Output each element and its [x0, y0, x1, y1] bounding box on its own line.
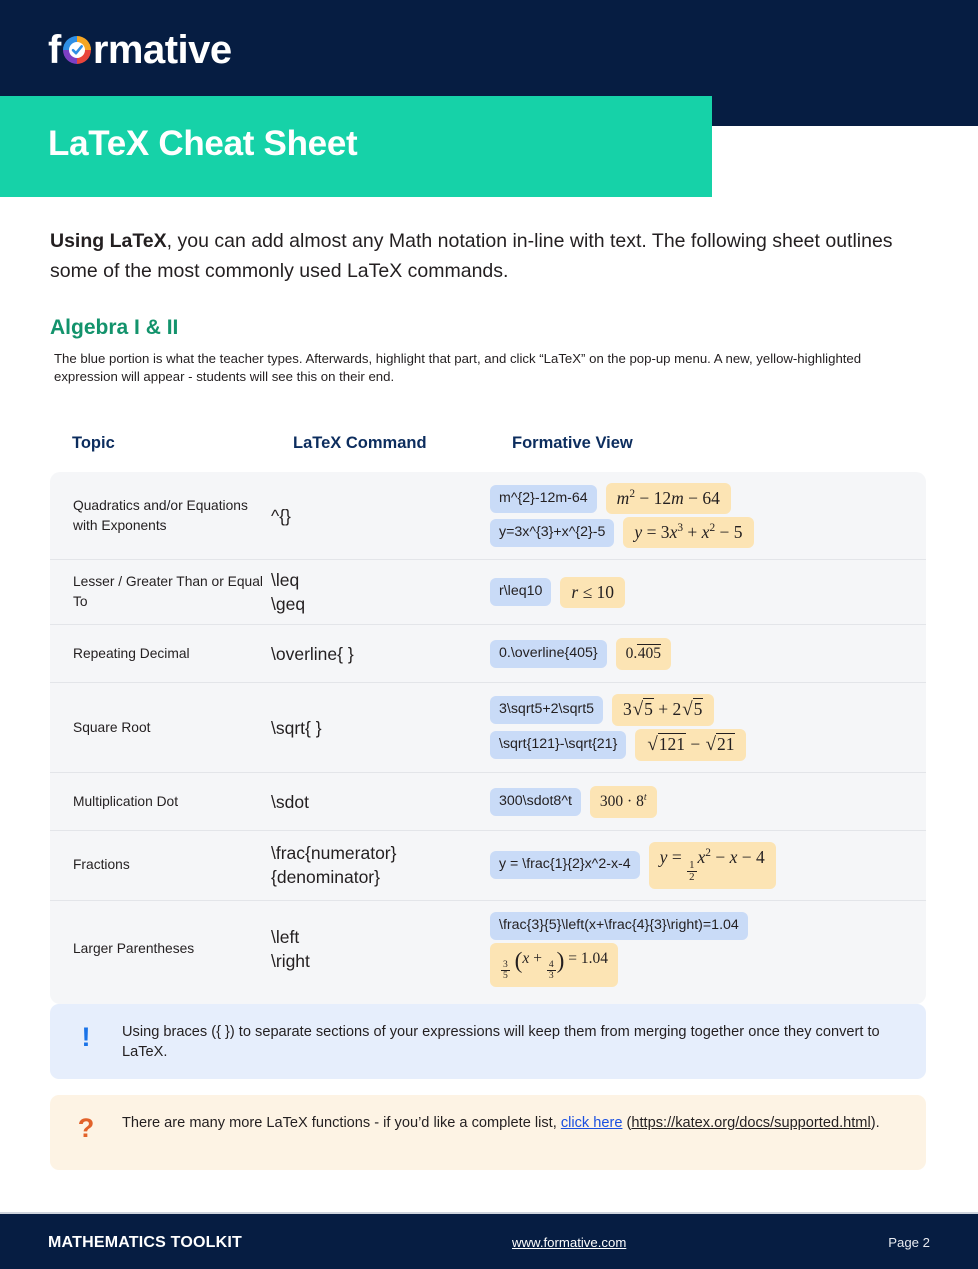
- row-topic: Square Root: [73, 719, 151, 735]
- row-topic: Lesser / Greater Than or Equal To: [73, 574, 263, 609]
- row-topic: Multiplication Dot: [73, 793, 179, 809]
- column-header-topic: Topic: [72, 434, 115, 452]
- output-chip: 300 · 8t: [589, 785, 657, 818]
- source-chip: \frac{3}{5}\left(x+\frac{4}{3}\right)=1.…: [490, 911, 748, 940]
- title-green-band: LaTeX Cheat Sheet: [0, 96, 712, 197]
- click-here-link[interactable]: click here: [560, 1115, 623, 1131]
- info-callout-text: There are many more LaTeX functions - if…: [122, 1095, 906, 1133]
- row-formative-view: y = \frac{1}{2}x^2-x-4 y = 1 2 x2 − x − 4: [490, 839, 926, 892]
- table-row: Multiplication Dot \sdot 300\sdot8^t 300…: [50, 772, 926, 830]
- row-command: \overline{ }: [271, 643, 354, 664]
- column-header-formative-view: Formative View: [512, 434, 633, 452]
- output-chip: 0.405: [615, 637, 672, 670]
- intro-rest: , you can add almost any Math notation i…: [50, 230, 893, 282]
- source-chip: m^{2}-12m-64: [490, 484, 597, 513]
- output-chip: y = 1 2 x2 − x − 4: [648, 842, 776, 889]
- row-formative-view: r\leq10 r ≤ 10: [490, 574, 926, 611]
- row-command: \sdot: [271, 791, 309, 812]
- row-formative-view: \frac{3}{5}\left(x+\frac{4}{3}\right)=1.…: [490, 909, 926, 990]
- tip-callout: ! Using braces ({ }) to separate section…: [50, 1004, 926, 1079]
- source-chip: 300\sdot8^t: [490, 787, 581, 816]
- row-command: \leq \geq: [271, 570, 306, 614]
- info-text-paren-close: ).: [870, 1115, 880, 1131]
- row-command: \left \right: [271, 927, 310, 972]
- table-row: Square Root \sqrt{ } 3\sqrt5+2\sqrt5 3√5…: [50, 682, 926, 772]
- table-row: Lesser / Greater Than or Equal To \leq \…: [50, 559, 926, 624]
- source-chip: y=3x^{3}+x^{2}-5: [490, 518, 615, 547]
- info-text-paren-open: (: [622, 1115, 632, 1131]
- table-header: Topic LaTeX Command Formative View: [72, 434, 928, 460]
- table-row: Repeating Decimal \overline{ } 0.\overli…: [50, 624, 926, 682]
- info-text-before: There are many more LaTeX functions - if…: [122, 1115, 561, 1131]
- row-topic: Larger Parentheses: [73, 941, 195, 957]
- output-chip: 3√5 + 2√5: [612, 694, 715, 726]
- source-chip: \sqrt{121}-\sqrt{21}: [490, 731, 627, 759]
- output-chip: y = 3x3 + x2 − 5: [623, 517, 754, 548]
- footer-page-number: Page 2: [888, 1235, 930, 1250]
- logo-text-pre: f: [48, 28, 61, 72]
- row-topic: Quadratics and/or Equations with Exponen…: [73, 497, 248, 533]
- logo-text-post: rmative: [92, 28, 232, 72]
- question-icon: ?: [77, 1113, 95, 1143]
- output-chip: m2 − 12m − 64: [605, 483, 731, 514]
- row-formative-view: 300\sdot8^t 300 · 8t: [490, 783, 926, 821]
- page-footer: MATHEMATICS TOOLKIT www.formative.com Pa…: [0, 1214, 978, 1269]
- katex-docs-url[interactable]: https://katex.org/docs/supported.html: [631, 1115, 871, 1131]
- row-formative-view: m^{2}-12m-64 m2 − 12m − 64 y=3x^{3}+x^{2…: [490, 480, 926, 551]
- table-row: Fractions \frac{numerator} {denominator}…: [50, 830, 926, 900]
- footer-toolkit-label: MATHEMATICS TOOLKIT: [48, 1234, 243, 1251]
- page-title: LaTeX Cheat Sheet: [48, 124, 358, 163]
- row-topic: Fractions: [73, 857, 130, 873]
- intro-paragraph: Using LaTeX, you can add almost any Math…: [50, 226, 912, 286]
- row-command: \frac{numerator} {denominator}: [271, 843, 397, 888]
- footer-website-link[interactable]: www.formative.com: [512, 1235, 627, 1250]
- source-chip: y = \frac{1}{2}x^2-x-4: [490, 851, 640, 880]
- footer-divider: [0, 1212, 978, 1214]
- row-formative-view: 0.\overline{405} 0.405: [490, 635, 926, 673]
- row-formative-view: 3\sqrt5+2\sqrt5 3√5 + 2√5 \sqrt{121}-\sq…: [490, 691, 926, 764]
- column-header-latex-command: LaTeX Command: [293, 434, 427, 452]
- formative-o-check-icon: [62, 35, 92, 65]
- section-heading: Algebra I & II: [50, 316, 179, 339]
- section-note: The blue portion is what the teacher typ…: [54, 351, 862, 384]
- row-command: \sqrt{ }: [271, 717, 322, 738]
- source-chip: r\leq10: [490, 578, 552, 606]
- table-row: Quadratics and/or Equations with Exponen…: [50, 472, 926, 559]
- info-callout: ? There are many more LaTeX functions - …: [50, 1095, 926, 1170]
- source-chip: 0.\overline{405}: [490, 639, 607, 668]
- intro-bold-lead: Using LaTeX: [50, 230, 167, 252]
- formative-logo: f rmative: [48, 27, 232, 73]
- row-topic: Repeating Decimal: [73, 645, 190, 661]
- row-command: ^{}: [271, 505, 291, 526]
- source-chip: 3\sqrt5+2\sqrt5: [490, 696, 604, 724]
- output-chip: √121 − √21: [635, 729, 747, 761]
- tip-callout-text: Using braces ({ }) to separate sections …: [122, 1024, 880, 1060]
- latex-commands-table: Quadratics and/or Equations with Exponen…: [50, 472, 926, 1004]
- exclamation-icon: !: [81, 1022, 91, 1052]
- table-row: Larger Parentheses \left \right \frac{3}…: [50, 899, 926, 998]
- output-chip: r ≤ 10: [560, 576, 626, 608]
